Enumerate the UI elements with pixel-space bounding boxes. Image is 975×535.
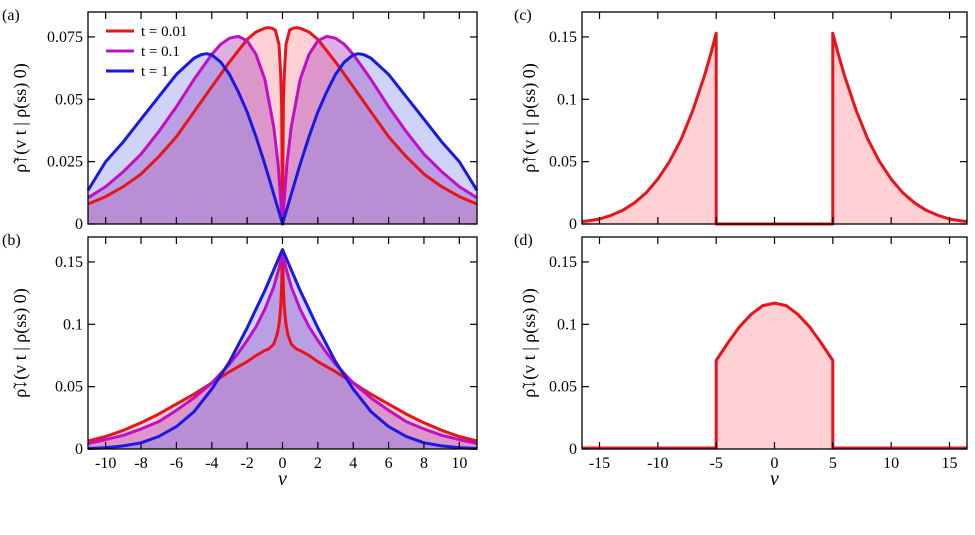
- x-tick-label: 4: [349, 455, 357, 472]
- y-tick-label: 0.05: [549, 154, 577, 171]
- series-fill-0: [582, 303, 967, 449]
- y-tick-label: 0.1: [63, 316, 83, 333]
- x-tick-label: 0: [279, 455, 287, 472]
- series-line-0: [581, 31, 968, 226]
- x-tick-label: -10: [647, 455, 668, 472]
- series-fill-0: [582, 33, 967, 225]
- x-tick-label: 2: [314, 455, 322, 472]
- x-tick-label: 10: [883, 455, 899, 472]
- series-line-0: [582, 301, 967, 450]
- x-tick-label: -10: [95, 455, 116, 472]
- series-fill-1: [88, 36, 477, 225]
- x-tick-label: 0: [771, 455, 779, 472]
- series-line-2: [87, 248, 478, 450]
- panel-c: 0 0.05 0.1 0.15 (c) ρ̃↑(v t | ρ(ss) 0): [514, 7, 968, 233]
- y-tick-label: 0.15: [549, 29, 577, 46]
- y-tick-label: 0.075: [47, 29, 83, 46]
- series-fill-2: [88, 249, 477, 449]
- y-tick-label: 0.15: [549, 254, 577, 271]
- legend-entry: t = 0.1: [141, 44, 180, 60]
- panel-b: -10 -8 -6 -4 -2 0 2 4 6 8 10 0 0.05 0.1 0.15 (b) ρ̃↓(v t…: [2, 232, 478, 490]
- panel-label: (c): [514, 7, 532, 24]
- y-tick-label: 0.05: [549, 379, 577, 396]
- x-axis-label: v: [278, 468, 287, 490]
- x-tick-label: 10: [451, 455, 467, 472]
- x-tick-label: -4: [205, 455, 218, 472]
- x-tick-label: -8: [134, 455, 147, 472]
- y-axis-label: ρ̃↓(v t | ρ(ss) 0): [519, 288, 540, 398]
- y-axis-label: ρ̃↑(v t | ρ(ss) 0): [519, 63, 540, 173]
- y-tick-label: 0: [569, 216, 577, 233]
- x-tick-label: -6: [170, 455, 183, 472]
- series-fill-2: [88, 53, 477, 225]
- x-tick-label: 6: [385, 455, 393, 472]
- series-fill-1: [88, 253, 477, 449]
- x-tick-label: 8: [420, 455, 428, 472]
- y-tick-label: 0.05: [55, 379, 83, 396]
- x-tick-label: -15: [589, 455, 610, 472]
- panel-label: (d): [514, 232, 533, 249]
- y-tick-label: 0: [75, 216, 83, 233]
- y-tick-label: 0.1: [557, 316, 577, 333]
- legend-entry: t = 0.01: [141, 24, 187, 40]
- plot-frame: [581, 11, 968, 225]
- legend-entry: t = 1: [141, 64, 169, 80]
- legend: t = 0.01 t = 0.1 t = 1: [106, 24, 187, 80]
- y-axis-label: ρ̃↓(v t | ρ(ss) 0): [10, 288, 31, 398]
- x-tick-label: 5: [829, 455, 837, 472]
- y-tick-label: 0.15: [55, 254, 83, 271]
- y-tick-label: 0.025: [47, 154, 83, 171]
- series-fill-0: [88, 27, 477, 225]
- x-tick-label: -2: [240, 455, 253, 472]
- panel-label: (a): [2, 7, 20, 24]
- panel-a: 0 0.025 0.05 0.075 (a) ρ̃↑(v t | ρ(ss) 0) t = …: [2, 7, 479, 233]
- y-tick-label: 0.1: [557, 91, 577, 108]
- y-tick-label: 0: [569, 441, 577, 458]
- panel-label: (b): [2, 232, 21, 249]
- y-tick-label: 0.05: [55, 91, 83, 108]
- y-tick-label: 0: [75, 441, 83, 458]
- y-axis-label: ρ̃↑(v t | ρ(ss) 0): [10, 63, 31, 173]
- x-tick-label: 15: [942, 455, 958, 472]
- x-axis-label: v: [770, 468, 779, 490]
- x-tick-label: -5: [710, 455, 723, 472]
- panel-d: -15 -10 -5 0 5 10 15 0 0.05 0.1 0.15 (d) ρ̃↓(v t | ρ…: [514, 232, 968, 490]
